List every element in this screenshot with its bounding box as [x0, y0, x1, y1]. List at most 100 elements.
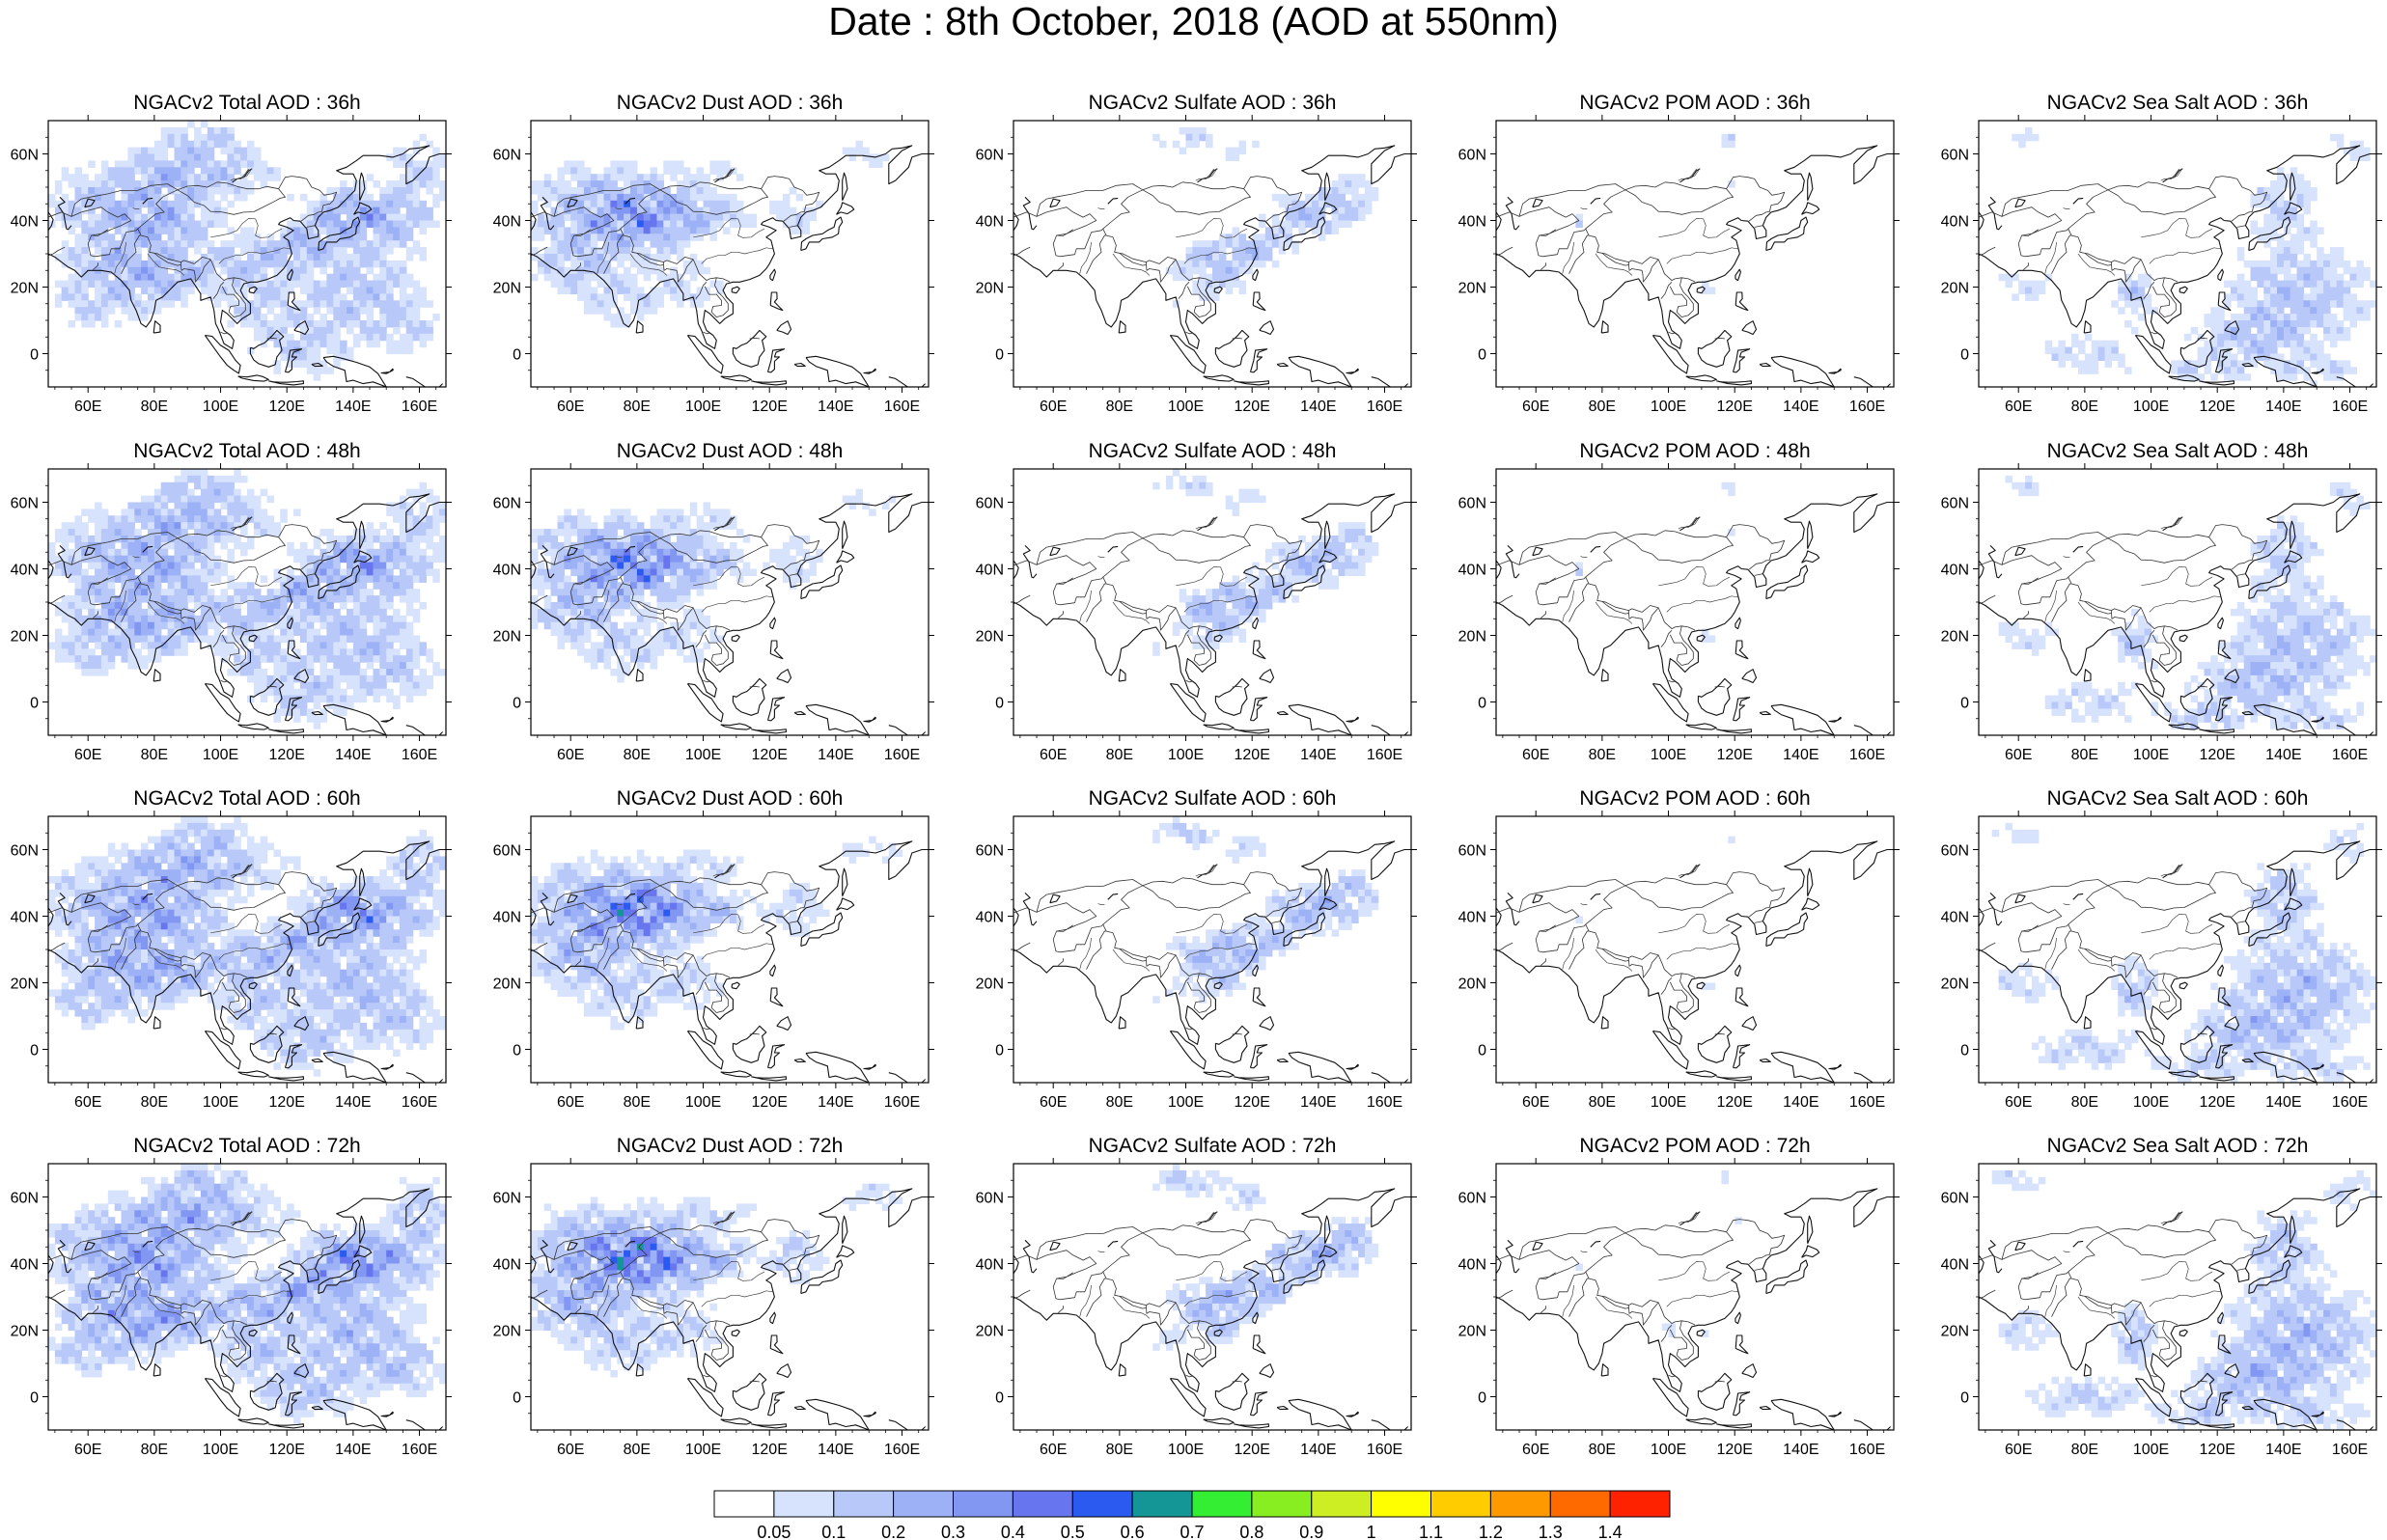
panel-title: NGACv2 Total AOD : 48h: [133, 440, 360, 462]
lon-tick-label: 160E: [402, 1442, 437, 1458]
coastlines-and-borders: [48, 840, 446, 1083]
panel-title: NGACv2 POM AOD : 60h: [1579, 787, 1810, 810]
lat-tick-label: 40N: [1941, 910, 1969, 926]
lon-tick-label: 100E: [1168, 399, 1204, 415]
lon-tick-label: 120E: [752, 747, 788, 763]
lon-tick-label: 60E: [1522, 1442, 1549, 1458]
lon-tick-label: 60E: [1522, 399, 1549, 415]
lat-tick-label: 60N: [493, 148, 521, 164]
lat-tick-label: 40N: [493, 563, 521, 579]
lon-tick-label: 160E: [1367, 399, 1402, 415]
lat-tick-label: 60N: [1458, 1191, 1486, 1207]
lon-tick-label: 60E: [1040, 399, 1067, 415]
lon-tick-label: 160E: [1367, 1094, 1402, 1111]
lon-tick-label: 60E: [74, 1094, 101, 1111]
lon-tick-label: 120E: [2200, 399, 2235, 415]
coastlines-and-borders: [531, 145, 929, 387]
lon-tick-label: 80E: [2071, 1094, 2098, 1111]
colorbar-box: [1251, 1490, 1313, 1518]
lon-tick-label: 120E: [269, 747, 305, 763]
colorbar-label: 0.5: [1061, 1523, 1085, 1540]
lon-tick-label: 120E: [1717, 399, 1753, 415]
panel-title: NGACv2 Sea Salt AOD : 60h: [2047, 787, 2309, 810]
lat-tick-label: 40N: [1941, 214, 1969, 231]
lat-tick-label: 60N: [1458, 843, 1486, 860]
lon-tick-label: 80E: [1106, 1094, 1133, 1111]
lon-tick-label: 140E: [1300, 1442, 1336, 1458]
lon-tick-label: 80E: [2071, 1442, 2098, 1458]
colorbar-box: [1191, 1490, 1253, 1518]
panel-title: NGACv2 Sea Salt AOD : 72h: [2047, 1135, 2309, 1157]
lon-tick-label: 160E: [2332, 747, 2368, 763]
lon-tick-label: 100E: [1651, 399, 1686, 415]
lat-tick-label: 20N: [11, 1324, 39, 1340]
lat-tick-label: 40N: [1458, 214, 1486, 231]
panel-title: NGACv2 Total AOD : 72h: [133, 1135, 360, 1157]
lon-tick-label: 100E: [203, 1442, 238, 1458]
map-panel-total-60h: NGACv2 Total AOD : 60h 60E 80E 100E 120E 140E…: [11, 787, 452, 1111]
coastlines-and-borders: [1013, 1188, 1411, 1430]
colorbar-label: 0.05: [757, 1523, 791, 1540]
lat-tick-label: 0: [1960, 347, 1969, 364]
lon-tick-label: 80E: [2071, 747, 2098, 763]
lat-tick-label: 20N: [976, 976, 1004, 993]
panel-title: NGACv2 Dust AOD : 60h: [617, 787, 844, 810]
lat-tick-label: 60N: [493, 843, 521, 860]
lat-tick-label: 40N: [1458, 910, 1486, 926]
lon-tick-label: 140E: [2265, 1094, 2301, 1111]
lon-tick-label: 120E: [1235, 1442, 1270, 1458]
lat-tick-label: 0: [30, 1043, 39, 1059]
lat-tick-label: 0: [1478, 696, 1486, 712]
lon-tick-label: 60E: [1040, 1442, 1067, 1458]
lon-tick-label: 100E: [2133, 747, 2169, 763]
colorbar-label: 1.4: [1598, 1523, 1623, 1540]
lon-tick-label: 80E: [624, 1094, 651, 1111]
lon-tick-label: 140E: [818, 399, 853, 415]
lon-tick-label: 60E: [557, 399, 584, 415]
lon-tick-label: 100E: [685, 1442, 721, 1458]
lon-tick-label: 100E: [1168, 1442, 1204, 1458]
lon-tick-label: 60E: [2005, 1442, 2032, 1458]
lon-tick-label: 80E: [1106, 747, 1133, 763]
lon-tick-label: 80E: [1106, 399, 1133, 415]
panel-title: NGACv2 Sea Salt AOD : 36h: [2047, 92, 2309, 114]
map-panel-pom-72h: NGACv2 POM AOD : 72h 60E 80E 100E 120E 140E 16…: [1458, 1135, 1900, 1458]
aod-field: [1152, 126, 1379, 308]
lon-tick-label: 140E: [818, 747, 853, 763]
lat-tick-label: 0: [995, 347, 1004, 364]
lat-tick-label: 0: [995, 696, 1004, 712]
lat-tick-label: 20N: [1458, 629, 1486, 646]
lon-tick-label: 120E: [2200, 1094, 2235, 1111]
lon-tick-label: 80E: [1589, 1442, 1616, 1458]
lat-tick-label: 20N: [11, 976, 39, 993]
lat-tick-label: 20N: [493, 1324, 521, 1340]
lon-tick-label: 140E: [1783, 399, 1818, 415]
lon-tick-label: 140E: [818, 1442, 853, 1458]
lat-tick-label: 40N: [1458, 563, 1486, 579]
colorbar-label: 0.8: [1239, 1523, 1263, 1540]
lon-tick-label: 140E: [1300, 399, 1336, 415]
lon-tick-label: 60E: [74, 747, 101, 763]
colorbar-box: [713, 1490, 775, 1518]
coastlines-and-borders: [1979, 1188, 2376, 1430]
coastlines-and-borders: [48, 1188, 446, 1430]
lat-tick-label: 20N: [1458, 1324, 1486, 1340]
lat-tick-label: 40N: [976, 1257, 1004, 1274]
lon-tick-label: 60E: [557, 747, 584, 763]
map-panel-seasalt-60h: NGACv2 Sea Salt AOD : 60h 60E 80E 100E 120E 1…: [1941, 787, 2382, 1111]
lon-tick-label: 60E: [557, 1094, 584, 1111]
lon-tick-label: 120E: [1235, 399, 1270, 415]
colorbar-label: 0.1: [821, 1523, 846, 1540]
coastlines-and-borders: [48, 145, 446, 387]
lat-tick-label: 0: [513, 347, 521, 364]
aod-field: [1152, 469, 1379, 656]
lat-tick-label: 40N: [1941, 1257, 1969, 1274]
lat-tick-label: 0: [30, 696, 39, 712]
lat-tick-label: 40N: [493, 910, 521, 926]
lat-tick-label: 0: [1960, 1043, 1969, 1059]
lon-tick-label: 120E: [1717, 1094, 1753, 1111]
lon-tick-label: 120E: [269, 1094, 305, 1111]
lat-tick-label: 60N: [493, 496, 521, 512]
lat-tick-label: 20N: [493, 976, 521, 993]
panel-title: NGACv2 POM AOD : 72h: [1579, 1135, 1810, 1157]
